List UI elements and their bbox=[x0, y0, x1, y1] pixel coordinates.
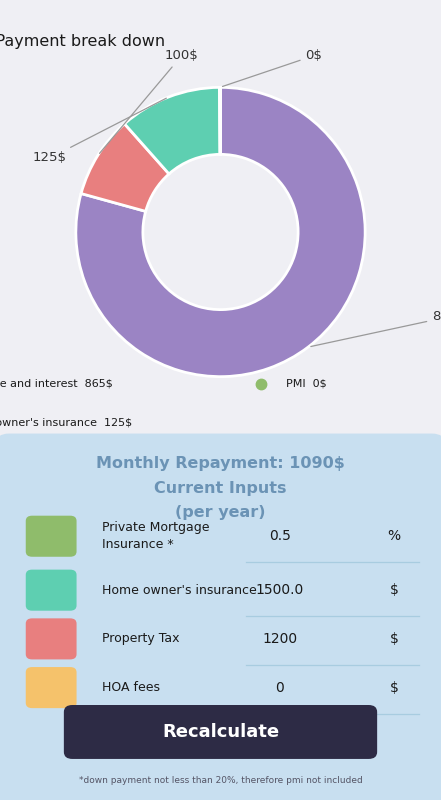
Text: Principle and interest  865$: Principle and interest 865$ bbox=[0, 378, 113, 389]
Text: $: $ bbox=[390, 583, 399, 597]
Text: %: % bbox=[388, 530, 400, 543]
FancyBboxPatch shape bbox=[64, 705, 377, 759]
Text: Monthly Repayment: 1090$: Monthly Repayment: 1090$ bbox=[96, 456, 345, 471]
Text: 125$: 125$ bbox=[33, 98, 166, 165]
Text: $: $ bbox=[390, 632, 399, 646]
FancyBboxPatch shape bbox=[26, 618, 77, 659]
Text: Home owner's insurance  125$: Home owner's insurance 125$ bbox=[0, 418, 133, 427]
FancyBboxPatch shape bbox=[0, 434, 441, 800]
Text: 1200: 1200 bbox=[262, 632, 297, 646]
Text: 0.5: 0.5 bbox=[269, 530, 291, 543]
Text: 1500.0: 1500.0 bbox=[256, 583, 304, 597]
Wedge shape bbox=[76, 87, 365, 377]
Text: 0$: 0$ bbox=[223, 49, 322, 86]
Text: Home owner's insurance: Home owner's insurance bbox=[102, 584, 257, 597]
Wedge shape bbox=[124, 87, 220, 174]
Wedge shape bbox=[81, 124, 169, 211]
Text: PMI  0$: PMI 0$ bbox=[286, 378, 326, 389]
Text: Property Tax: Property Tax bbox=[102, 632, 179, 646]
Text: 865$: 865$ bbox=[311, 310, 441, 346]
FancyBboxPatch shape bbox=[26, 516, 77, 557]
Text: Private Mortgage
Insurance *: Private Mortgage Insurance * bbox=[102, 522, 209, 551]
Text: 0: 0 bbox=[275, 681, 284, 694]
Text: *down payment not less than 20%, therefore pmi not included: *down payment not less than 20%, therefo… bbox=[78, 776, 363, 785]
Text: Monthly Payment break down: Monthly Payment break down bbox=[0, 34, 165, 50]
FancyBboxPatch shape bbox=[26, 570, 77, 610]
Text: HOA fees  0$: HOA fees 0$ bbox=[0, 495, 32, 505]
Text: HOA fees: HOA fees bbox=[102, 681, 160, 694]
Text: 100$: 100$ bbox=[100, 49, 198, 154]
Text: $: $ bbox=[390, 681, 399, 694]
Text: Property Tax  100$: Property Tax 100$ bbox=[0, 456, 64, 466]
Text: Recalculate: Recalculate bbox=[162, 723, 279, 741]
Text: (per year): (per year) bbox=[175, 505, 266, 520]
FancyBboxPatch shape bbox=[26, 667, 77, 708]
Text: Current Inputs: Current Inputs bbox=[154, 481, 287, 495]
